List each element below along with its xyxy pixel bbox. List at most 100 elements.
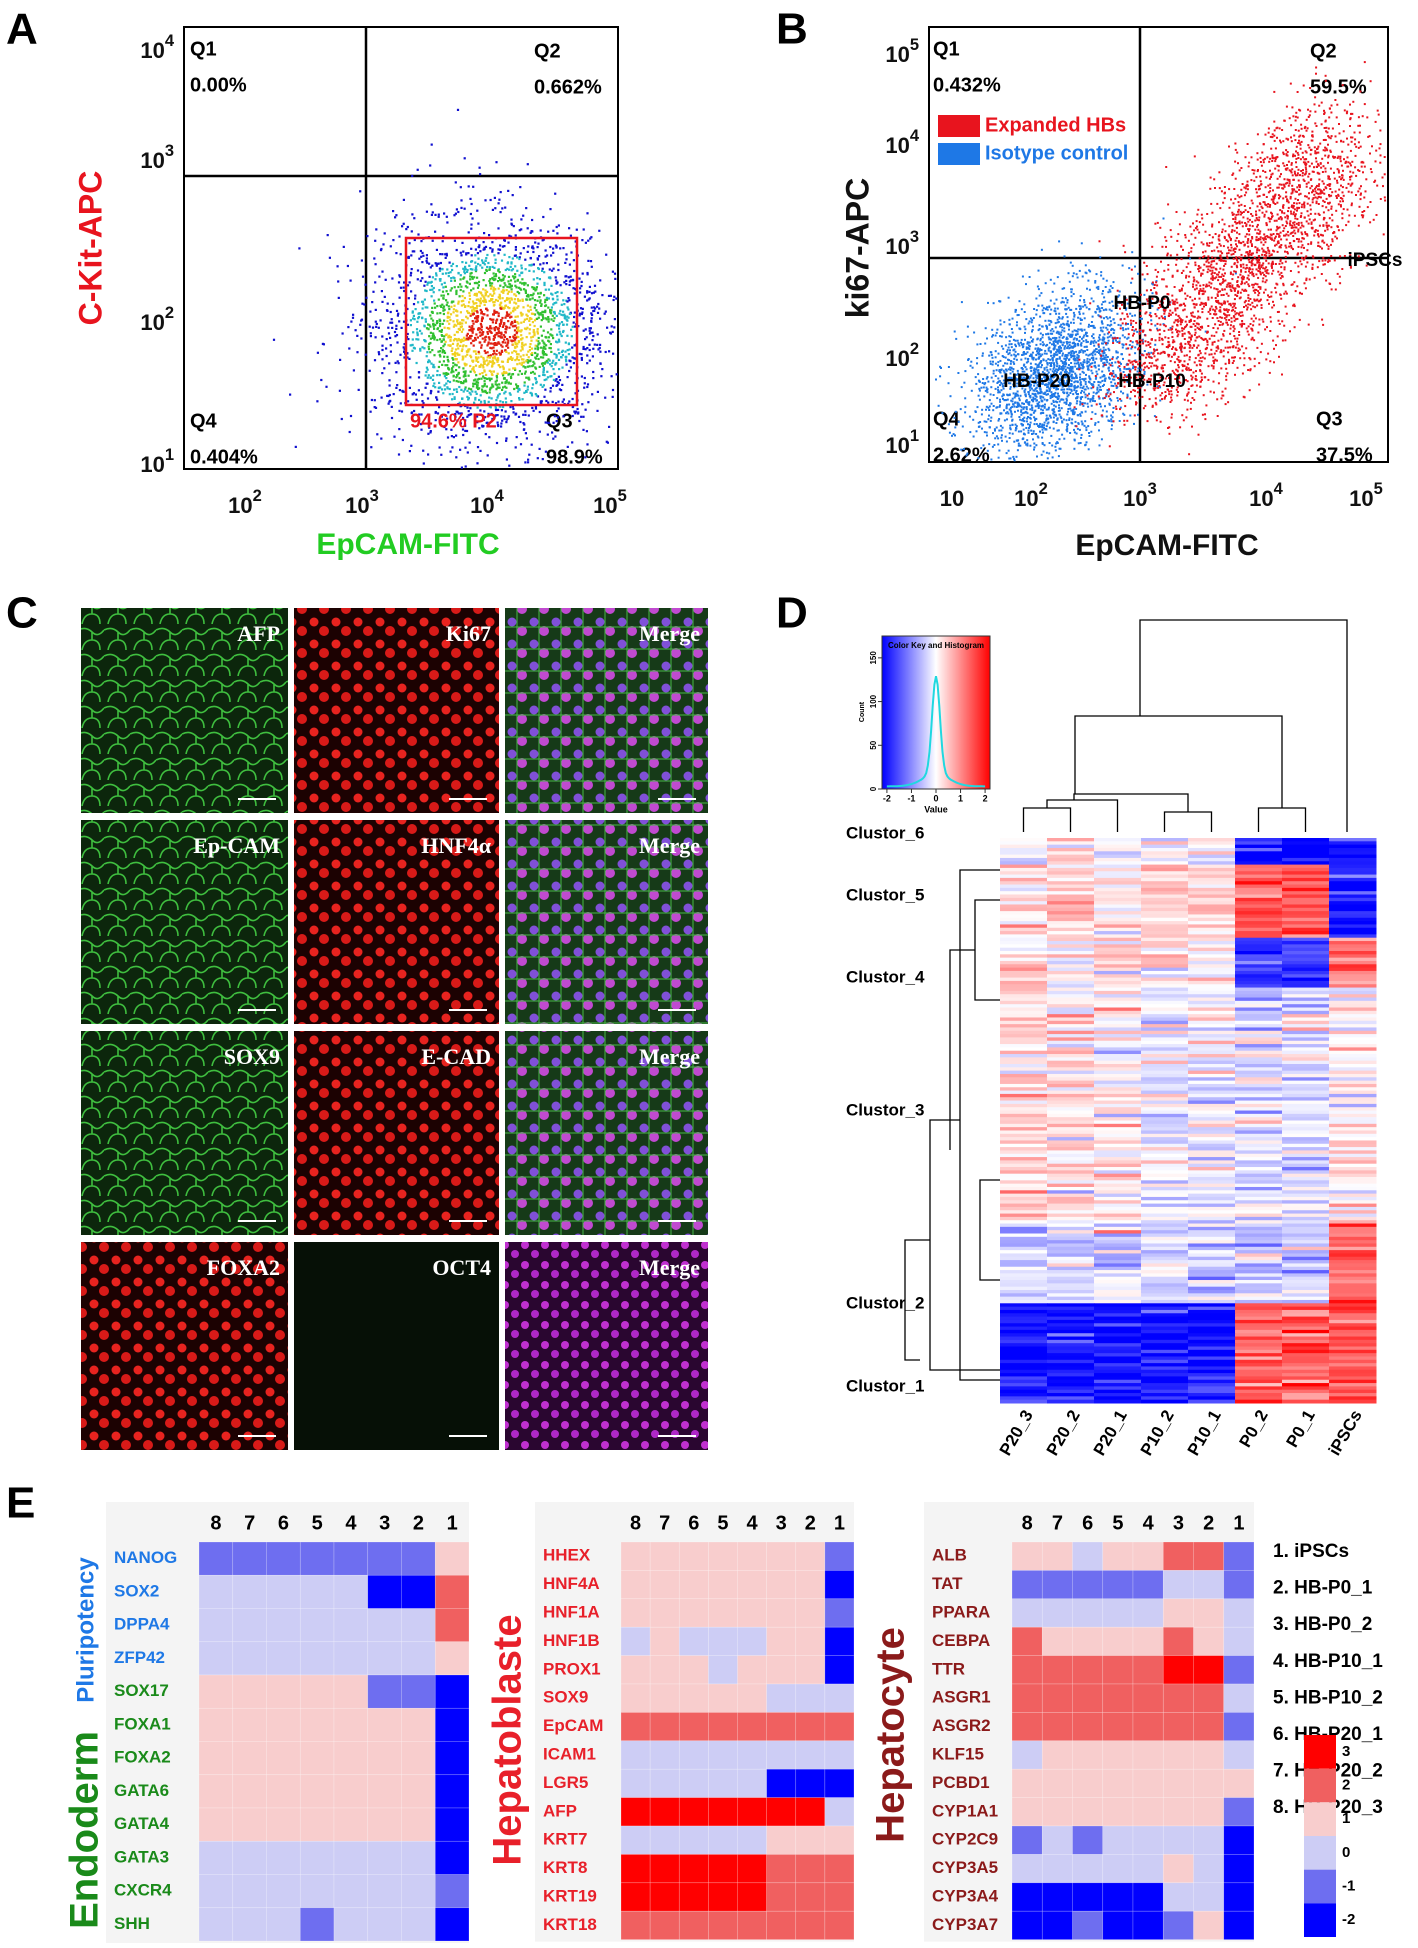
event-dot	[516, 306, 519, 309]
event-dot	[599, 350, 602, 353]
event-dot	[564, 317, 567, 320]
event-dot	[442, 294, 445, 297]
event-dot	[534, 405, 537, 408]
event-dot	[1025, 368, 1028, 371]
event-dot	[385, 338, 388, 341]
event-dot	[571, 414, 574, 418]
event-dot	[504, 206, 507, 209]
event-dot	[1080, 328, 1083, 331]
event-dot	[1222, 302, 1225, 305]
event-dot	[1041, 377, 1043, 380]
event-dot	[499, 211, 502, 214]
event-dot	[490, 298, 493, 301]
event-dot	[1008, 394, 1011, 397]
event-dot	[544, 347, 547, 350]
event-dot	[552, 319, 555, 322]
event-dot	[461, 295, 464, 298]
event-dot	[1046, 417, 1048, 420]
event-dot	[1087, 325, 1090, 328]
tick-exp: 5	[618, 487, 627, 505]
event-dot	[1062, 341, 1065, 344]
event-dot	[534, 377, 537, 380]
event-dot	[520, 334, 523, 337]
event-dot	[1306, 261, 1309, 264]
event-dot	[1060, 341, 1063, 344]
event-dot	[1030, 413, 1033, 416]
event-dot	[447, 293, 450, 296]
event-dot	[550, 350, 553, 353]
event-dot	[437, 390, 440, 393]
event-dot	[497, 280, 500, 283]
event-dot	[524, 461, 527, 464]
event-dot	[510, 297, 513, 300]
event-dot	[474, 350, 477, 353]
event-dot	[976, 343, 979, 346]
event-dot	[478, 244, 481, 247]
event-dot	[574, 392, 577, 395]
event-dot	[494, 414, 498, 417]
event-dot	[461, 241, 464, 244]
event-dot	[1106, 391, 1109, 394]
event-dot	[498, 324, 501, 328]
event-dot	[997, 386, 999, 389]
event-dot	[1063, 327, 1066, 330]
event-dot	[381, 300, 384, 303]
event-dot	[429, 341, 432, 345]
event-dot	[493, 343, 496, 347]
event-dot	[1079, 414, 1082, 417]
event-dot	[1058, 400, 1061, 403]
event-dot	[601, 368, 604, 371]
event-dot	[1052, 342, 1055, 345]
event-dot	[570, 251, 573, 254]
event-dot	[1011, 400, 1014, 403]
event-dot	[1268, 302, 1270, 305]
event-dot	[1050, 354, 1053, 357]
event-dot	[1057, 392, 1059, 395]
event-dot	[1063, 401, 1066, 404]
event-dot	[478, 245, 481, 249]
event-dot	[993, 428, 996, 431]
event-dot	[385, 309, 389, 312]
event-dot	[1041, 364, 1043, 367]
event-dot	[1085, 429, 1088, 432]
event-dot	[1127, 375, 1130, 378]
event-dot	[578, 419, 581, 423]
event-dot	[504, 304, 507, 307]
event-dot	[548, 359, 551, 362]
event-dot	[1041, 336, 1044, 339]
event-dot	[438, 386, 441, 390]
event-dot	[457, 300, 460, 303]
event-dot	[1025, 375, 1028, 378]
event-dot	[1018, 327, 1021, 330]
event-dot	[453, 388, 456, 391]
event-dot	[1297, 199, 1299, 201]
tick-base: 10	[940, 486, 964, 511]
event-dot	[439, 279, 442, 282]
event-dot	[1104, 300, 1107, 303]
event-dot	[460, 304, 463, 307]
event-dot	[1097, 288, 1100, 290]
event-dot	[494, 298, 498, 302]
event-dot	[469, 407, 472, 410]
event-dot	[549, 387, 552, 390]
event-dot	[1048, 390, 1051, 393]
event-dot	[488, 396, 491, 399]
event-dot	[997, 364, 999, 367]
event-dot	[509, 357, 512, 361]
event-dot	[509, 375, 513, 378]
event-dot	[1044, 319, 1047, 322]
event-dot	[585, 430, 588, 433]
event-dot	[1051, 332, 1054, 335]
event-dot	[479, 413, 482, 416]
event-dot	[495, 388, 498, 391]
event-dot	[1037, 347, 1040, 350]
event-dot	[596, 390, 599, 393]
event-dot	[417, 376, 421, 379]
event-dot	[505, 418, 508, 421]
event-dot	[555, 356, 558, 359]
event-dot	[1068, 328, 1070, 331]
event-dot	[463, 268, 466, 271]
event-dot	[1047, 378, 1050, 381]
event-dot	[454, 363, 457, 366]
event-dot	[1204, 330, 1207, 333]
